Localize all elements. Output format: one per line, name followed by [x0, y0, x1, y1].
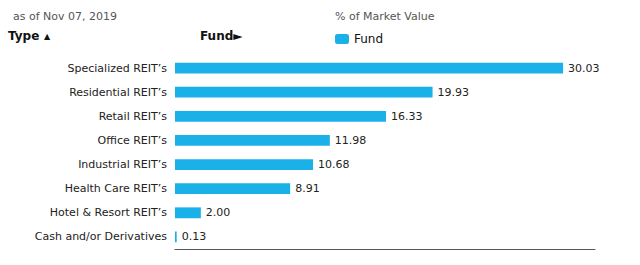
svg-text:8.91: 8.91	[295, 182, 320, 195]
svg-text:2.00: 2.00	[206, 206, 231, 219]
svg-text:% of Market Value: % of Market Value	[335, 10, 435, 23]
svg-text:Hotel & Resort REIT’s: Hotel & Resort REIT’s	[50, 206, 167, 219]
svg-text:▲: ▲	[44, 32, 51, 41]
svg-text:Specialized REIT’s: Specialized REIT’s	[68, 62, 168, 75]
svg-text:16.33: 16.33	[391, 110, 423, 123]
svg-text:Industrial REIT’s: Industrial REIT’s	[78, 158, 167, 171]
svg-text:30.03: 30.03	[568, 62, 600, 75]
svg-text:Residential REIT’s: Residential REIT’s	[69, 86, 167, 99]
svg-text:Cash and/or Derivatives: Cash and/or Derivatives	[35, 230, 167, 243]
svg-text:Retail REIT’s: Retail REIT’s	[99, 110, 168, 123]
svg-text:19.93: 19.93	[438, 86, 470, 99]
svg-text:as of Nov 07, 2019: as of Nov 07, 2019	[13, 10, 117, 23]
svg-text:Office REIT’s: Office REIT’s	[98, 134, 168, 147]
svg-text:11.98: 11.98	[335, 134, 367, 147]
svg-text:Health Care REIT’s: Health Care REIT’s	[65, 182, 168, 195]
svg-text:Fund: Fund	[354, 32, 383, 46]
svg-text:0.13: 0.13	[182, 230, 207, 243]
svg-text:Fund►: Fund►	[200, 29, 243, 43]
svg-text:Type: Type	[8, 29, 39, 43]
svg-text:10.68: 10.68	[318, 158, 350, 171]
